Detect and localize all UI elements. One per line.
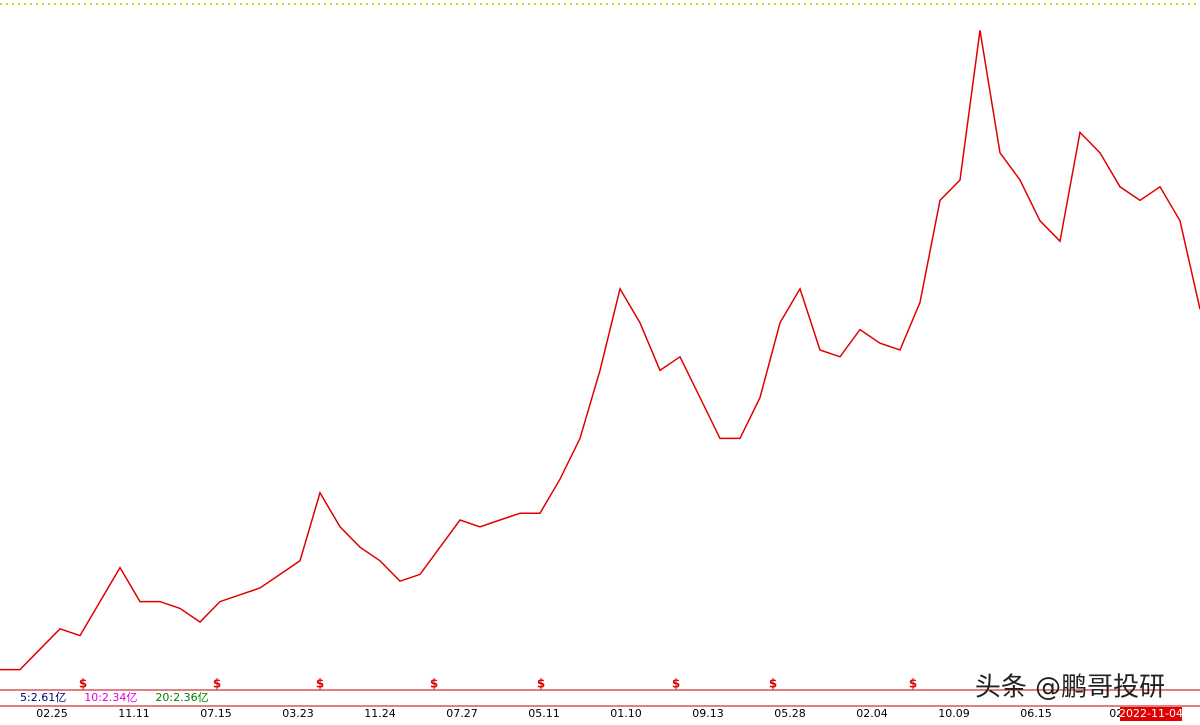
watermark: 头条 @鹏哥投研 [975,673,1165,703]
dividend-marker: $ [769,677,777,691]
x-tick-label: 03.23 [282,707,314,720]
volume-ma-label: 5:2.61亿 [20,691,66,704]
x-tick-label: 05.28 [774,707,806,720]
x-tick-label: 05.11 [528,707,560,720]
x-tick-label: 10.09 [938,707,970,720]
x-tick-label: 07.27 [446,707,478,720]
dividend-marker: $ [909,677,917,691]
x-tick-label: 11.24 [364,707,396,720]
x-tick-label: 06.15 [1020,707,1052,720]
dividend-marker: $ [430,677,438,691]
volume-ma-label: 20:2.36亿 [155,691,208,704]
x-tick-label: 11.11 [118,707,150,720]
x-tick-label: 09.13 [692,707,724,720]
dividend-marker: $ [672,677,680,691]
volume-ma-label: 10:2.34亿 [84,691,137,704]
dividend-marker: $ [316,677,324,691]
x-tick-label: 01.10 [610,707,642,720]
dividend-marker: $ [79,677,87,691]
current-date-box [1120,707,1182,721]
x-tick-label: 02.04 [856,707,888,720]
dividend-marker: $ [537,677,545,691]
price-line [0,30,1200,671]
dividend-marker: $ [213,677,221,691]
x-tick-label: 07.15 [200,707,232,720]
current-date: 2022-11-04 [1119,707,1183,720]
x-tick-label: 02.25 [36,707,68,720]
